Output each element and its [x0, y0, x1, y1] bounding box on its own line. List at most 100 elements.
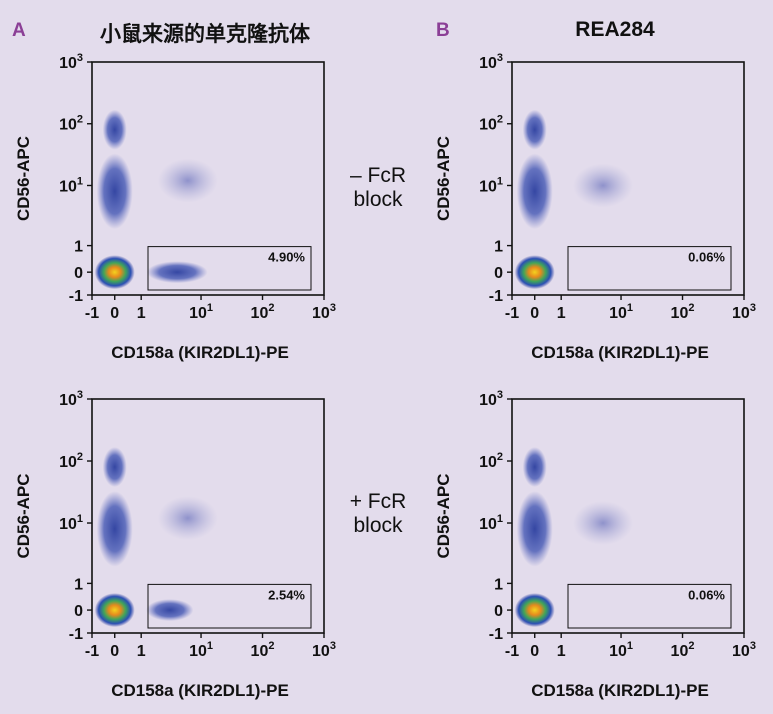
x-tick-label: -1 — [85, 643, 99, 660]
y-tick-label: -1 — [69, 288, 83, 305]
y-tick-label: 0 — [74, 265, 83, 282]
y-tick-label: -1 — [489, 626, 503, 643]
plot-frame — [511, 398, 745, 634]
plot-frame — [91, 398, 325, 634]
x-tick-label: 103 — [732, 640, 756, 660]
x-axis-label: CD158a (KIR2DL1)-PE — [531, 681, 709, 700]
x-tick-label: 0 — [530, 643, 539, 660]
density-plot-2: 0.06% -1 0 1 101 102 103 -1 0 1 101 102 103 CD158a (K… — [434, 52, 756, 362]
condition-line-1: – FcR — [349, 164, 406, 187]
y-tick-label: 0 — [74, 603, 83, 620]
x-tick-label: -1 — [85, 305, 99, 322]
population-kir-cd56- — [157, 496, 218, 541]
gate-box — [147, 583, 312, 629]
y-tick-label: -1 — [489, 288, 503, 305]
x-tick-label: 103 — [732, 302, 756, 322]
condition-line-2: block — [353, 188, 403, 211]
population-kir-cd56- — [146, 261, 208, 284]
y-tick-label: 0 — [494, 265, 503, 282]
population-cd56- — [96, 491, 133, 567]
gate-box — [567, 246, 732, 291]
population-double-negative — [94, 593, 135, 628]
x-tick-label: 102 — [671, 302, 695, 322]
x-tick-label: 1 — [137, 643, 146, 660]
y-axis-label: CD56-APC — [434, 473, 453, 558]
condition-label-no-block: – FcR block — [333, 164, 423, 212]
population-double-negative — [94, 255, 135, 290]
y-tick-label: 103 — [59, 52, 83, 72]
population-double-negative — [514, 593, 555, 628]
gate-percent-label: 4.90% — [268, 250, 305, 265]
y-axis-label: CD56-APC — [14, 136, 33, 221]
y-tick-label: 102 — [479, 451, 503, 471]
y-tick-label: 1 — [494, 239, 503, 256]
y-tick-label: 101 — [59, 513, 83, 533]
x-tick-label: -1 — [505, 305, 519, 322]
y-tick-label: 101 — [59, 175, 83, 195]
gate-percent-label: 0.06% — [688, 587, 725, 602]
panel-letter-b: B — [436, 20, 450, 41]
x-tick-label: 101 — [189, 302, 213, 322]
y-tick-label: 0 — [494, 603, 503, 620]
population-kir-cd56- — [573, 501, 634, 546]
x-tick-label: 101 — [609, 302, 633, 322]
y-tick-label: 102 — [59, 451, 83, 471]
x-tick-label: 0 — [110, 305, 119, 322]
y-tick-label: 101 — [479, 175, 503, 195]
y-axis-label: CD56-APC — [434, 136, 453, 221]
population-cd56- — [96, 153, 133, 230]
population-cd56-bright — [522, 109, 547, 150]
x-tick-label: 1 — [557, 643, 566, 660]
condition-line-2: block — [353, 514, 403, 537]
plot-frame — [511, 61, 745, 296]
y-tick-label: 103 — [59, 389, 83, 409]
x-tick-label: 1 — [137, 305, 146, 322]
y-tick-label: 1 — [74, 576, 83, 593]
population-kir-cd56- — [157, 158, 218, 203]
gate-percent-label: 0.06% — [688, 250, 725, 265]
density-plot-1: 4.90% -1 0 1 101 102 103 -1 0 1 101 102 103 CD158a (K… — [14, 52, 336, 362]
density-plot-3: 2.54% -1 0 1 101 102 103 -1 0 1 101 102 103 CD158a (K… — [14, 389, 336, 700]
population-cd56- — [516, 491, 553, 567]
gate-box — [147, 246, 312, 291]
population-cd56-bright — [102, 447, 127, 488]
x-tick-label: 103 — [312, 302, 336, 322]
y-tick-label: 1 — [74, 239, 83, 256]
population-cd56-bright — [102, 109, 127, 150]
panel-title-a: 小鼠来源的单克隆抗体 — [100, 23, 310, 46]
y-tick-label: 103 — [479, 389, 503, 409]
population-cd56- — [516, 153, 553, 230]
x-tick-label: 1 — [557, 305, 566, 322]
x-axis-label: CD158a (KIR2DL1)-PE — [531, 343, 709, 362]
x-tick-label: 0 — [110, 643, 119, 660]
plot-frame — [91, 61, 325, 296]
x-tick-label: 103 — [312, 640, 336, 660]
y-tick-label: 102 — [479, 114, 503, 134]
y-tick-label: 102 — [59, 114, 83, 134]
gate-percent-label: 2.54% — [268, 587, 305, 602]
condition-line-1: + FcR — [349, 490, 407, 513]
x-tick-label: 102 — [251, 640, 275, 660]
panel-title-b: REA284 — [575, 18, 655, 41]
density-plot-4: 0.06% -1 0 1 101 102 103 -1 0 1 101 102 103 CD158a (K… — [434, 389, 756, 700]
y-tick-label: -1 — [69, 626, 83, 643]
y-tick-label: 101 — [479, 513, 503, 533]
population-cd56-bright — [522, 447, 547, 488]
x-tick-label: 101 — [609, 640, 633, 660]
condition-label-block: + FcR block — [333, 490, 423, 538]
x-tick-label: 102 — [251, 302, 275, 322]
population-kir-cd56- — [573, 163, 634, 208]
gate-box — [567, 583, 732, 629]
x-tick-label: 101 — [189, 640, 213, 660]
panel-letter-a: A — [12, 20, 26, 41]
population-kir-cd56- — [146, 599, 194, 622]
y-tick-label: 103 — [479, 52, 503, 72]
x-tick-label: 0 — [530, 305, 539, 322]
x-tick-label: 102 — [671, 640, 695, 660]
x-axis-label: CD158a (KIR2DL1)-PE — [111, 343, 289, 362]
y-axis-label: CD56-APC — [14, 473, 33, 558]
population-double-negative — [514, 255, 555, 290]
y-tick-label: 1 — [494, 576, 503, 593]
x-axis-label: CD158a (KIR2DL1)-PE — [111, 681, 289, 700]
